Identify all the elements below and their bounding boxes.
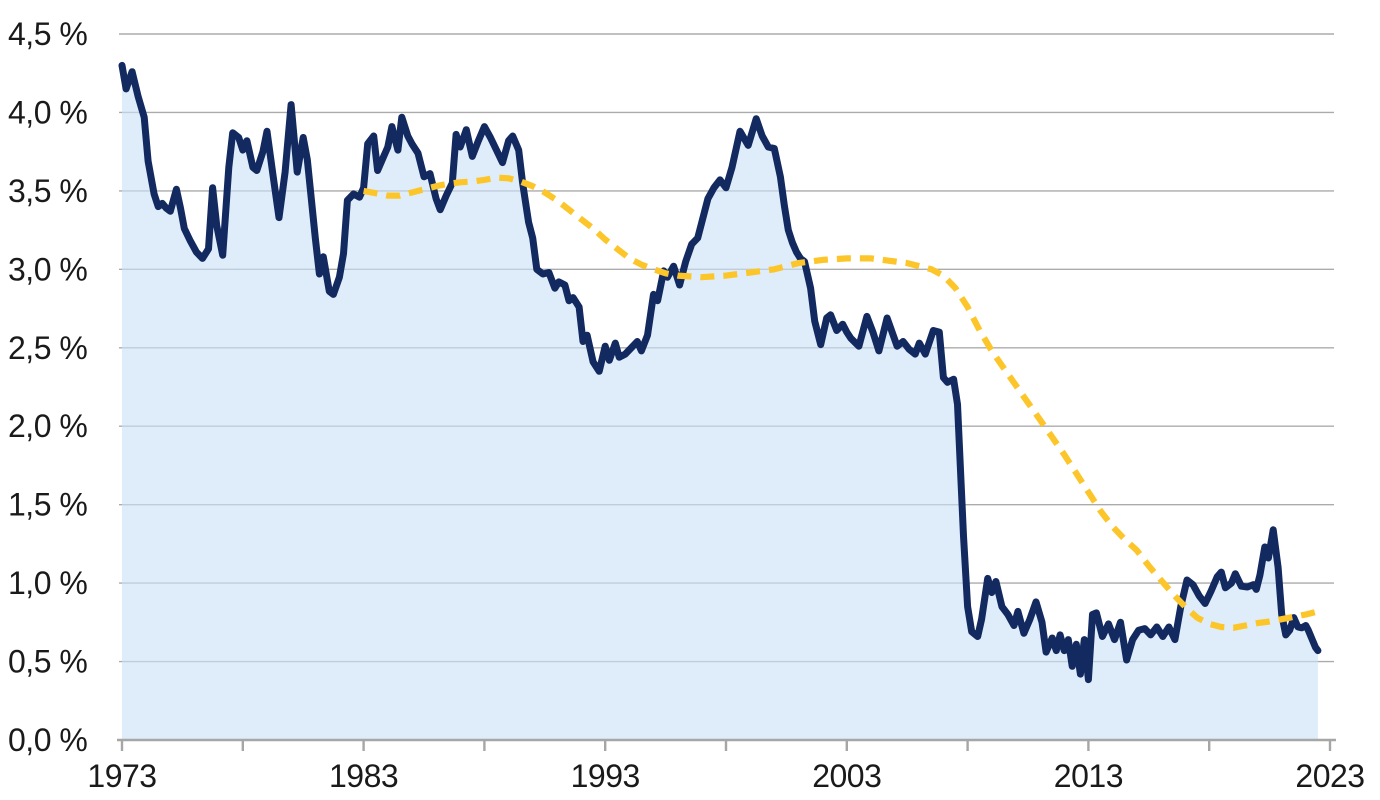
- x-tick-label: 1973: [87, 758, 156, 794]
- y-tick-label: 3,5 %: [8, 173, 87, 209]
- y-tick-label: 4,5 %: [8, 16, 87, 52]
- y-tick-label: 0,5 %: [8, 644, 87, 680]
- y-tick-label: 2,5 %: [8, 330, 87, 366]
- series-line-trend: [363, 174, 1319, 631]
- x-tick-label: 2003: [812, 758, 881, 794]
- x-tick-label: 2023: [1295, 758, 1364, 794]
- x-tick-label: 2013: [1054, 758, 1123, 794]
- y-tick-label: 1,5 %: [8, 487, 87, 523]
- series-line-monthly: [118, 61, 1322, 684]
- y-tick-label: 1,0 %: [8, 565, 87, 601]
- y-tick-label: 0,0 %: [8, 722, 87, 758]
- y-tick-label: 4,0 %: [8, 94, 87, 130]
- x-tick-label: 1993: [571, 758, 640, 794]
- y-tick-label: 2,0 %: [8, 408, 87, 444]
- y-tick-label: 3,0 %: [8, 251, 87, 287]
- x-tick-label: 1983: [329, 758, 398, 794]
- area-fill: [122, 65, 1318, 740]
